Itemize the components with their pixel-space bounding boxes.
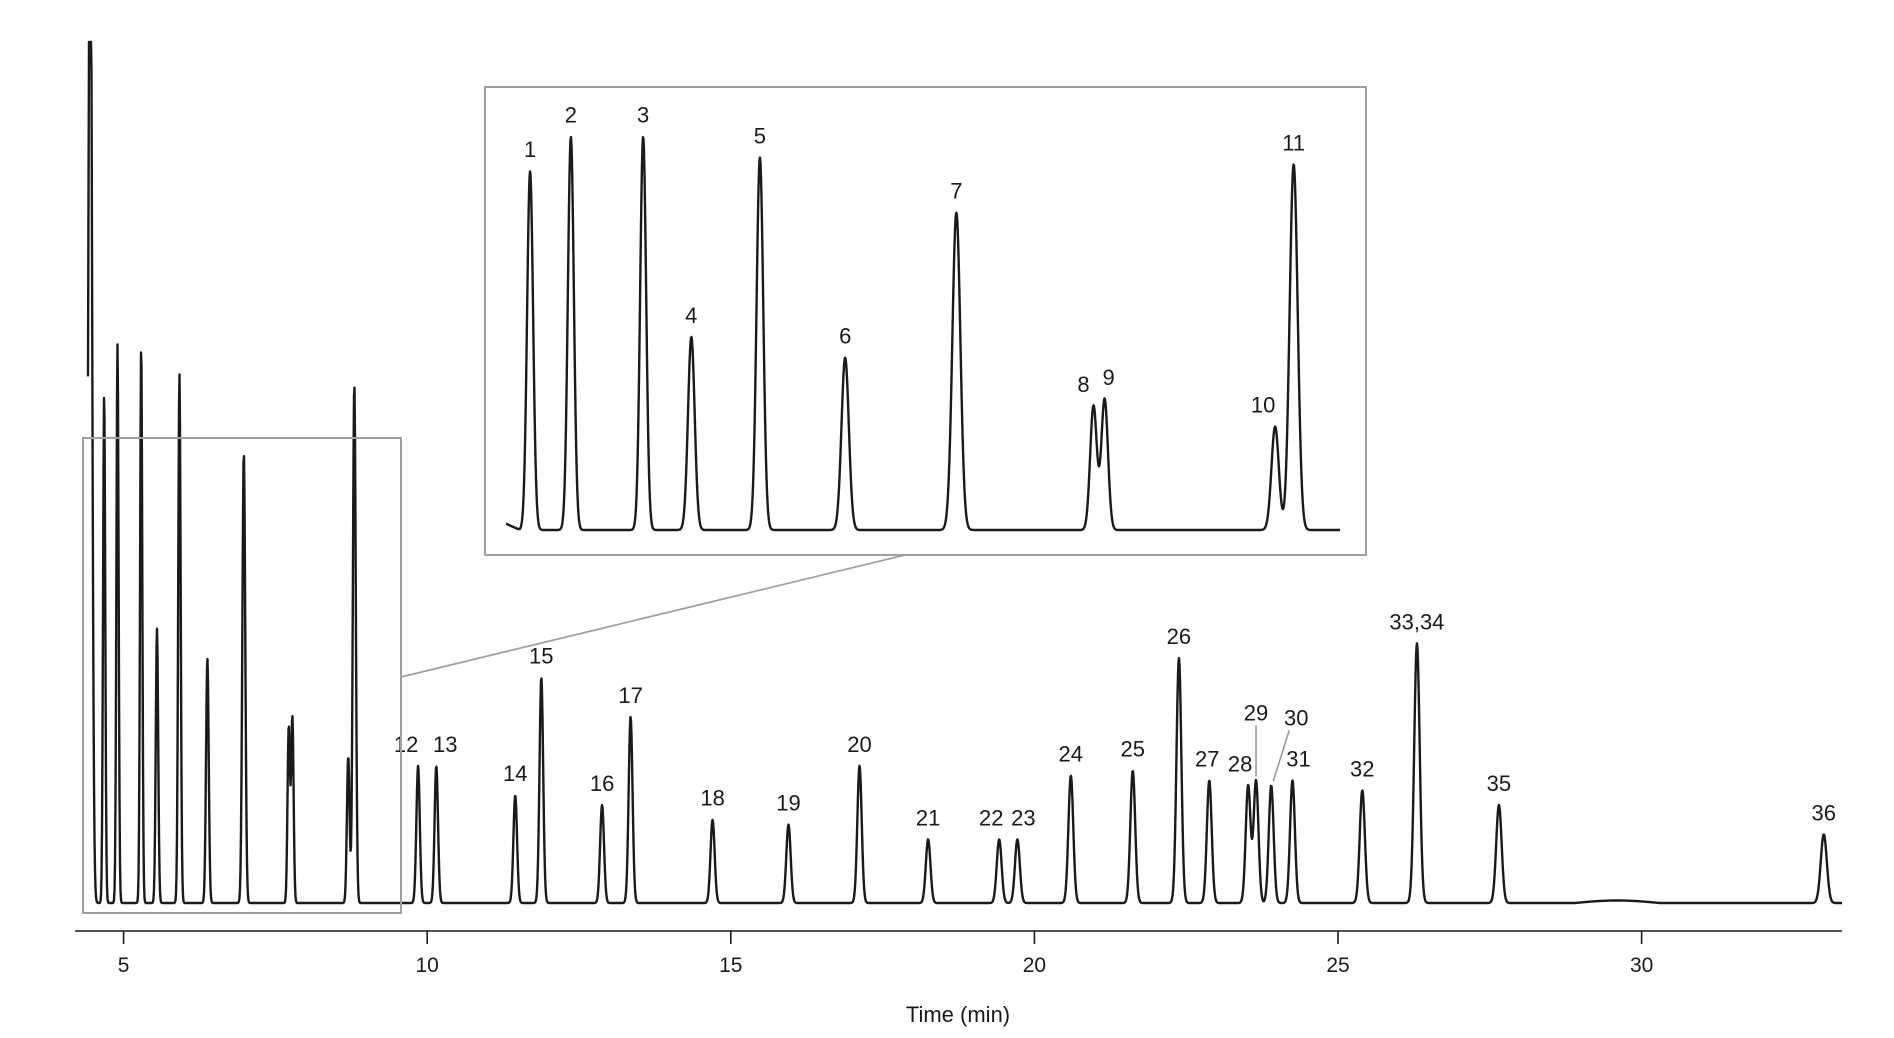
peak-label-24: 24 (1059, 742, 1083, 767)
peak-label-12: 12 (394, 732, 418, 757)
x-tick-label-25: 25 (1326, 954, 1349, 977)
inset-peak-labels: 1 2 3 4 5 6 7 8 9 10 11 (524, 103, 1305, 418)
peak-label-19: 19 (776, 791, 800, 816)
x-tick-label-30: 30 (1630, 954, 1653, 977)
x-tick-label-10: 10 (416, 954, 439, 977)
inset-peak-label-9: 9 (1102, 365, 1114, 390)
peak-label-30: 30 (1284, 705, 1308, 730)
peak-label-16: 16 (590, 771, 614, 796)
peak-label-15: 15 (529, 644, 553, 669)
peak-label-18: 18 (700, 786, 724, 811)
peak-label-27: 27 (1195, 747, 1219, 772)
inset-frame (484, 86, 1367, 556)
peak-label-13: 13 (433, 732, 457, 757)
leader-line-30 (1272, 730, 1290, 782)
inset-peak-label-11: 11 (1282, 130, 1305, 155)
inset-panel: 1 2 3 4 5 6 7 8 9 10 11 (484, 86, 1367, 556)
zoom-region-box (82, 437, 402, 914)
peak-label-26: 26 (1167, 624, 1191, 649)
peak-label-32: 32 (1350, 756, 1374, 781)
x-axis-title: Time (min) (906, 1002, 1010, 1027)
inset-peak-label-8: 8 (1077, 372, 1089, 397)
chromatogram-trace (86, 40, 1843, 905)
inset-peak-label-1: 1 (524, 137, 536, 162)
peak-label-28: 28 (1228, 751, 1252, 776)
inset-plot: 1 2 3 4 5 6 7 8 9 10 11 (505, 103, 1341, 532)
inset-peak-label-3: 3 (637, 103, 649, 128)
peak-label-31: 31 (1286, 747, 1310, 772)
x-tick-label-20: 20 (1023, 954, 1046, 977)
peak-label-23: 23 (1011, 805, 1035, 830)
x-axis: 5 10 15 20 25 30 Time (min) (75, 930, 1842, 1027)
inset-peak-label-4: 4 (685, 303, 697, 328)
peak-label-25: 25 (1121, 737, 1145, 762)
peak-label-29: 29 (1244, 701, 1268, 726)
peak-label-35: 35 (1487, 771, 1511, 796)
x-axis-ticks: 5 10 15 20 25 30 (118, 931, 1653, 977)
peak-label-20: 20 (847, 732, 871, 757)
inset-peak-label-2: 2 (565, 103, 577, 128)
main-peak-labels: 12 13 14 15 16 17 18 19 20 21 22 23 24 25 26 27 28 29 30 31… (394, 609, 1836, 830)
inset-peak-label-7: 7 (950, 179, 962, 204)
x-tick-label-15: 15 (719, 954, 742, 977)
peak-label-21: 21 (916, 805, 940, 830)
peak-label-17: 17 (618, 683, 642, 708)
zoom-connector-line (400, 554, 906, 678)
x-tick-label-5: 5 (118, 954, 130, 977)
peak-label-14: 14 (503, 761, 527, 786)
peak-label-22: 22 (979, 805, 1003, 830)
inset-peak-label-10: 10 (1251, 393, 1275, 418)
peak-label-33-34: 33,34 (1389, 609, 1444, 634)
peak-label-36: 36 (1812, 800, 1836, 825)
inset-peak-label-5: 5 (754, 123, 766, 148)
inset-peak-label-6: 6 (839, 324, 851, 349)
inset-trace (505, 135, 1341, 532)
